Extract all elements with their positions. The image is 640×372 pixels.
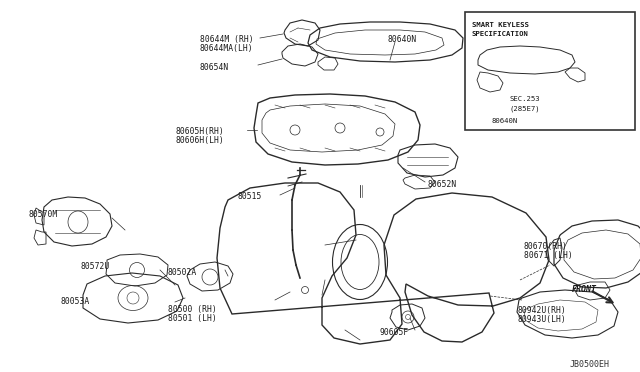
Text: 80515: 80515 [238,192,262,201]
Text: 80942U(RH): 80942U(RH) [518,306,567,315]
Text: 90605F: 90605F [380,328,409,337]
Text: SMART KEYLESS: SMART KEYLESS [472,22,529,28]
Bar [465,12,635,130]
Text: 80640N: 80640N [492,118,518,124]
Text: 80671 (LH): 80671 (LH) [524,251,573,260]
Text: 80943U(LH): 80943U(LH) [518,315,567,324]
Text: SEC.253: SEC.253 [510,96,541,102]
Text: 80605H(RH): 80605H(RH) [175,127,224,136]
Text: 80502A: 80502A [168,268,197,277]
Text: 80652N: 80652N [428,180,457,189]
Text: 80572U: 80572U [80,262,109,271]
Text: 80644M (RH): 80644M (RH) [200,35,253,44]
Text: JB0500EH: JB0500EH [570,360,610,369]
Text: 80606H(LH): 80606H(LH) [175,136,224,145]
Text: 80640N: 80640N [388,35,417,44]
Text: FRONT: FRONT [572,285,597,294]
Text: 80501 (LH): 80501 (LH) [168,314,217,323]
Text: 80670(RH): 80670(RH) [524,242,568,251]
Text: SPECIFICATION: SPECIFICATION [472,31,529,37]
Text: 80570M: 80570M [28,210,57,219]
Text: 80644MA(LH): 80644MA(LH) [200,44,253,53]
Text: 80500 (RH): 80500 (RH) [168,305,217,314]
Text: 80053A: 80053A [60,297,89,306]
Text: (285E7): (285E7) [510,105,541,112]
Text: 80654N: 80654N [200,63,229,72]
